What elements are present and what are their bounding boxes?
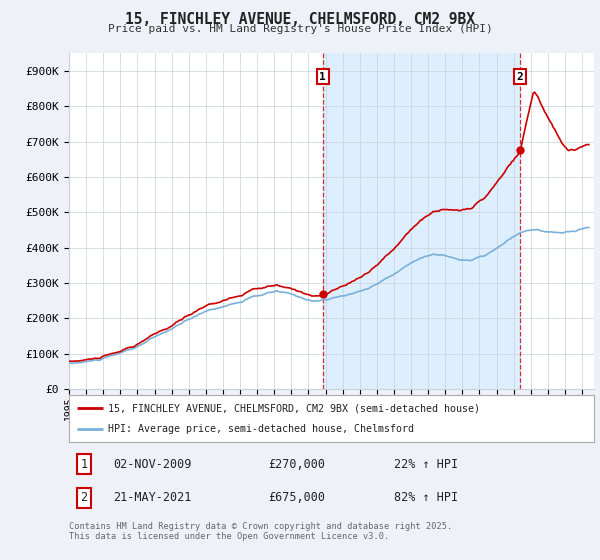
Text: 2: 2: [80, 492, 88, 505]
Text: Price paid vs. HM Land Registry's House Price Index (HPI): Price paid vs. HM Land Registry's House …: [107, 24, 493, 34]
Text: £675,000: £675,000: [269, 492, 325, 505]
Text: Contains HM Land Registry data © Crown copyright and database right 2025.
This d: Contains HM Land Registry data © Crown c…: [69, 522, 452, 542]
Text: £270,000: £270,000: [269, 458, 325, 471]
Text: 82% ↑ HPI: 82% ↑ HPI: [395, 492, 458, 505]
Text: 22% ↑ HPI: 22% ↑ HPI: [395, 458, 458, 471]
Text: 21-MAY-2021: 21-MAY-2021: [113, 492, 192, 505]
Bar: [323, 53, 520, 389]
Text: 15, FINCHLEY AVENUE, CHELMSFORD, CM2 9BX: 15, FINCHLEY AVENUE, CHELMSFORD, CM2 9BX: [125, 12, 475, 27]
Text: HPI: Average price, semi-detached house, Chelmsford: HPI: Average price, semi-detached house,…: [109, 424, 415, 434]
Text: 2: 2: [517, 72, 523, 82]
Text: 1: 1: [319, 72, 326, 82]
Text: 15, FINCHLEY AVENUE, CHELMSFORD, CM2 9BX (semi-detached house): 15, FINCHLEY AVENUE, CHELMSFORD, CM2 9BX…: [109, 403, 481, 413]
Text: 02-NOV-2009: 02-NOV-2009: [113, 458, 192, 471]
Text: 1: 1: [80, 458, 88, 471]
